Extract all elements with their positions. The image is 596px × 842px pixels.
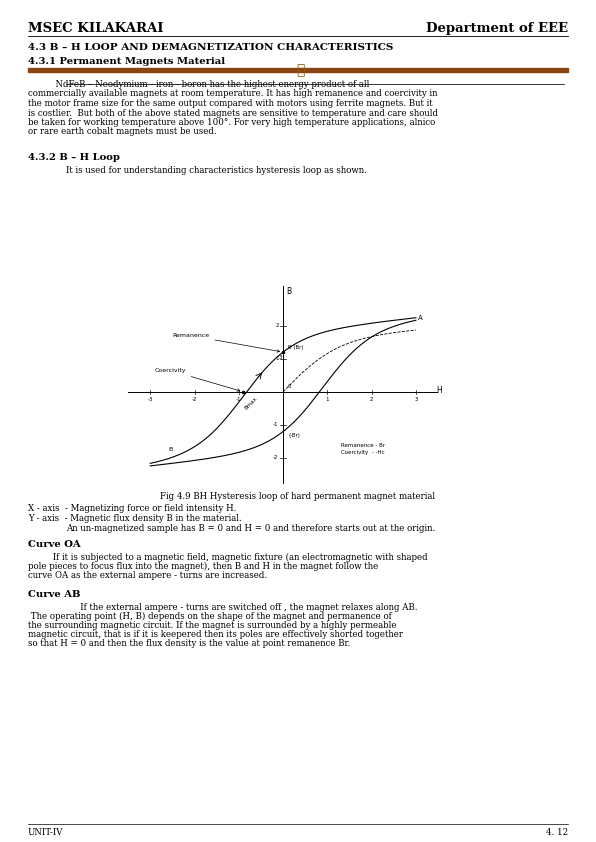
Text: An un-magnetized sample has B = 0 and H = 0 and therefore starts out at the orig: An un-magnetized sample has B = 0 and H … (66, 524, 435, 533)
Text: A: A (418, 315, 423, 321)
Text: 0: 0 (287, 384, 291, 389)
Text: -1: -1 (273, 423, 279, 427)
Text: H: H (436, 386, 442, 395)
Text: 4. 12: 4. 12 (546, 828, 568, 837)
Text: -2: -2 (273, 456, 279, 461)
Text: 2: 2 (370, 397, 374, 402)
Text: -2: -2 (192, 397, 197, 402)
Text: It is used for understanding characteristics hysteresis loop as shown.: It is used for understanding characteris… (66, 166, 367, 175)
Text: If it is subjected to a magnetic field, magnetic fixture (an electromagnetic wit: If it is subjected to a magnetic field, … (28, 553, 427, 562)
Text: Remanence - Br
Coercivity  - -Hc: Remanence - Br Coercivity - -Hc (341, 443, 384, 455)
Text: UNIT-IV: UNIT-IV (28, 828, 64, 837)
Text: Remanence: Remanence (172, 333, 280, 352)
Text: is costlier.  But both of the above stated magnets are sensitive to temperature : is costlier. But both of the above state… (28, 109, 438, 118)
Text: -1: -1 (236, 397, 241, 402)
Text: The operating point (H, B) depends on the shape of the magnet and permanence of: The operating point (H, B) depends on th… (28, 612, 392, 621)
Text: be taken for working temperature above 100°. For very high temperature applicati: be taken for working temperature above 1… (28, 118, 435, 127)
Text: 🪔: 🪔 (296, 63, 304, 77)
Text: (-Br): (-Br) (288, 433, 300, 438)
Text: Curve OA: Curve OA (28, 540, 80, 549)
Text: 4.3 B – H LOOP AND DEMAGNETIZATION CHARACTERISTICS: 4.3 B – H LOOP AND DEMAGNETIZATION CHARA… (28, 43, 393, 52)
Text: B: B (285, 287, 291, 296)
Text: B (Br): B (Br) (288, 345, 304, 350)
Text: curve OA as the external ampere - turns are increased.: curve OA as the external ampere - turns … (28, 571, 267, 580)
Text: 4.3.1 Permanent Magnets Material: 4.3.1 Permanent Magnets Material (28, 57, 225, 66)
Text: Coercivity: Coercivity (155, 368, 240, 392)
Text: 4.3.2 B – H Loop: 4.3.2 B – H Loop (28, 153, 120, 162)
Text: magnetic circuit, that is if it is keepered then its poles are effectively short: magnetic circuit, that is if it is keepe… (28, 630, 403, 639)
Text: Bmax: Bmax (243, 397, 258, 411)
Text: If the external ampere - turns are switched off , the magnet relaxes along AB.: If the external ampere - turns are switc… (28, 603, 418, 612)
Text: -3: -3 (148, 397, 153, 402)
Text: pole pieces to focus flux into the magnet), then B and H in the magnet follow th: pole pieces to focus flux into the magne… (28, 562, 378, 571)
Text: 3: 3 (414, 397, 418, 402)
Text: MSEC KILAKARAI: MSEC KILAKARAI (28, 22, 163, 35)
Text: Curve AB: Curve AB (28, 590, 80, 599)
Text: 1: 1 (325, 397, 329, 402)
Text: Department of EEE: Department of EEE (426, 22, 568, 35)
Text: 3: 3 (279, 354, 283, 360)
Text: commercially available magnets at room temperature. It has high remanence and co: commercially available magnets at room t… (28, 89, 437, 99)
Bar (28, 68, 568, 72)
Text: Fig 4.9 BH Hysteresis loop of hard permanent magnet material: Fig 4.9 BH Hysteresis loop of hard perma… (160, 492, 436, 501)
Text: 1: 1 (275, 356, 279, 361)
Text: 2: 2 (275, 323, 279, 328)
Text: Y - axis  - Magnetic flux density B in the material.: Y - axis - Magnetic flux density B in th… (28, 514, 242, 523)
Text: the surrounding magnetic circuit. If the magnet is surrounded by a highly permea: the surrounding magnetic circuit. If the… (28, 621, 396, 630)
Text: or rare earth cobalt magnets must be used.: or rare earth cobalt magnets must be use… (28, 127, 216, 136)
Text: so that H = 0 and then the flux density is the value at point remanence Br.: so that H = 0 and then the flux density … (28, 639, 350, 648)
Text: X - axis  - Magnetizing force or field intensity H.: X - axis - Magnetizing force or field in… (28, 504, 237, 513)
Text: B: B (168, 447, 172, 452)
Text: NdFeB – Neodymium - iron - boron has the highest energy product of all: NdFeB – Neodymium - iron - boron has the… (28, 80, 370, 89)
Text: the motor frame size for the same output compared with motors using ferrite magn: the motor frame size for the same output… (28, 99, 433, 108)
